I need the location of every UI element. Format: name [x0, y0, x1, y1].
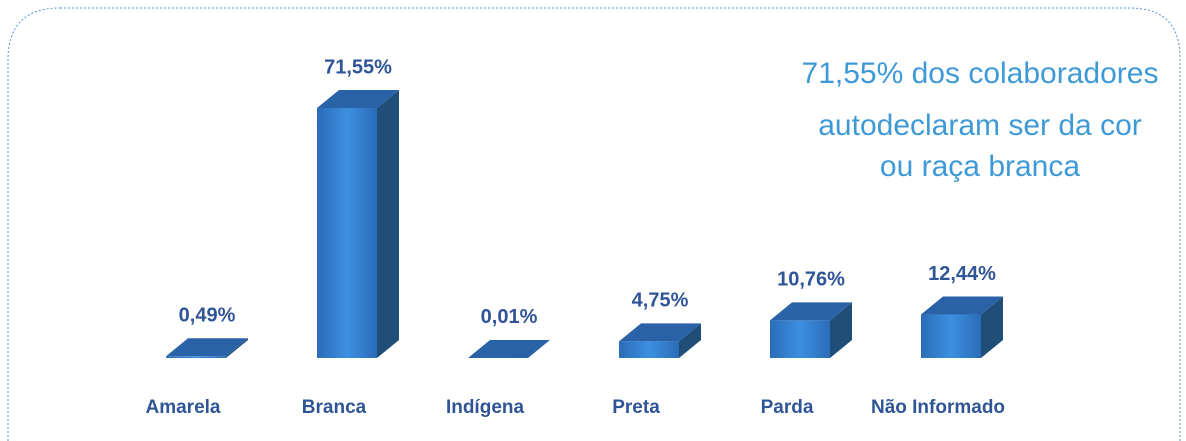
bar — [921, 314, 981, 358]
bar-top — [921, 296, 1003, 315]
annotation: ou raça branca — [880, 150, 1080, 183]
x-tick-label: Amarela — [146, 397, 221, 418]
bar-side — [226, 338, 248, 358]
bar-top — [770, 302, 852, 321]
value-label: 12,44% — [928, 263, 996, 285]
value-label: 0,01% — [481, 306, 538, 328]
bar-top — [619, 323, 701, 342]
value-label: 0,49% — [179, 305, 236, 327]
bar-side — [528, 339, 550, 358]
annotation: autodeclaram ser da cor — [818, 109, 1142, 142]
bar — [317, 108, 377, 358]
annotation: 71,55% dos colaboradores — [802, 57, 1159, 90]
bar-side — [679, 323, 701, 358]
x-tick-label: Indígena — [446, 397, 525, 418]
bar — [166, 356, 226, 358]
x-tick-label: Preta — [612, 397, 660, 418]
bar — [619, 341, 679, 358]
x-tick-label: Parda — [761, 397, 814, 418]
value-label: 71,55% — [324, 56, 392, 78]
value-label: 4,75% — [632, 290, 689, 312]
value-label: 10,76% — [777, 269, 845, 291]
x-tick-label: Branca — [302, 397, 367, 418]
bar-top — [468, 339, 550, 358]
bar-top — [166, 338, 248, 357]
bar — [770, 320, 830, 358]
frame — [7, 7, 1181, 441]
x-tick-label: Não Informado — [871, 397, 1005, 418]
bar-side — [981, 296, 1003, 358]
bar-side — [830, 302, 852, 358]
bar-side — [377, 90, 399, 358]
bar-top — [317, 90, 399, 108]
